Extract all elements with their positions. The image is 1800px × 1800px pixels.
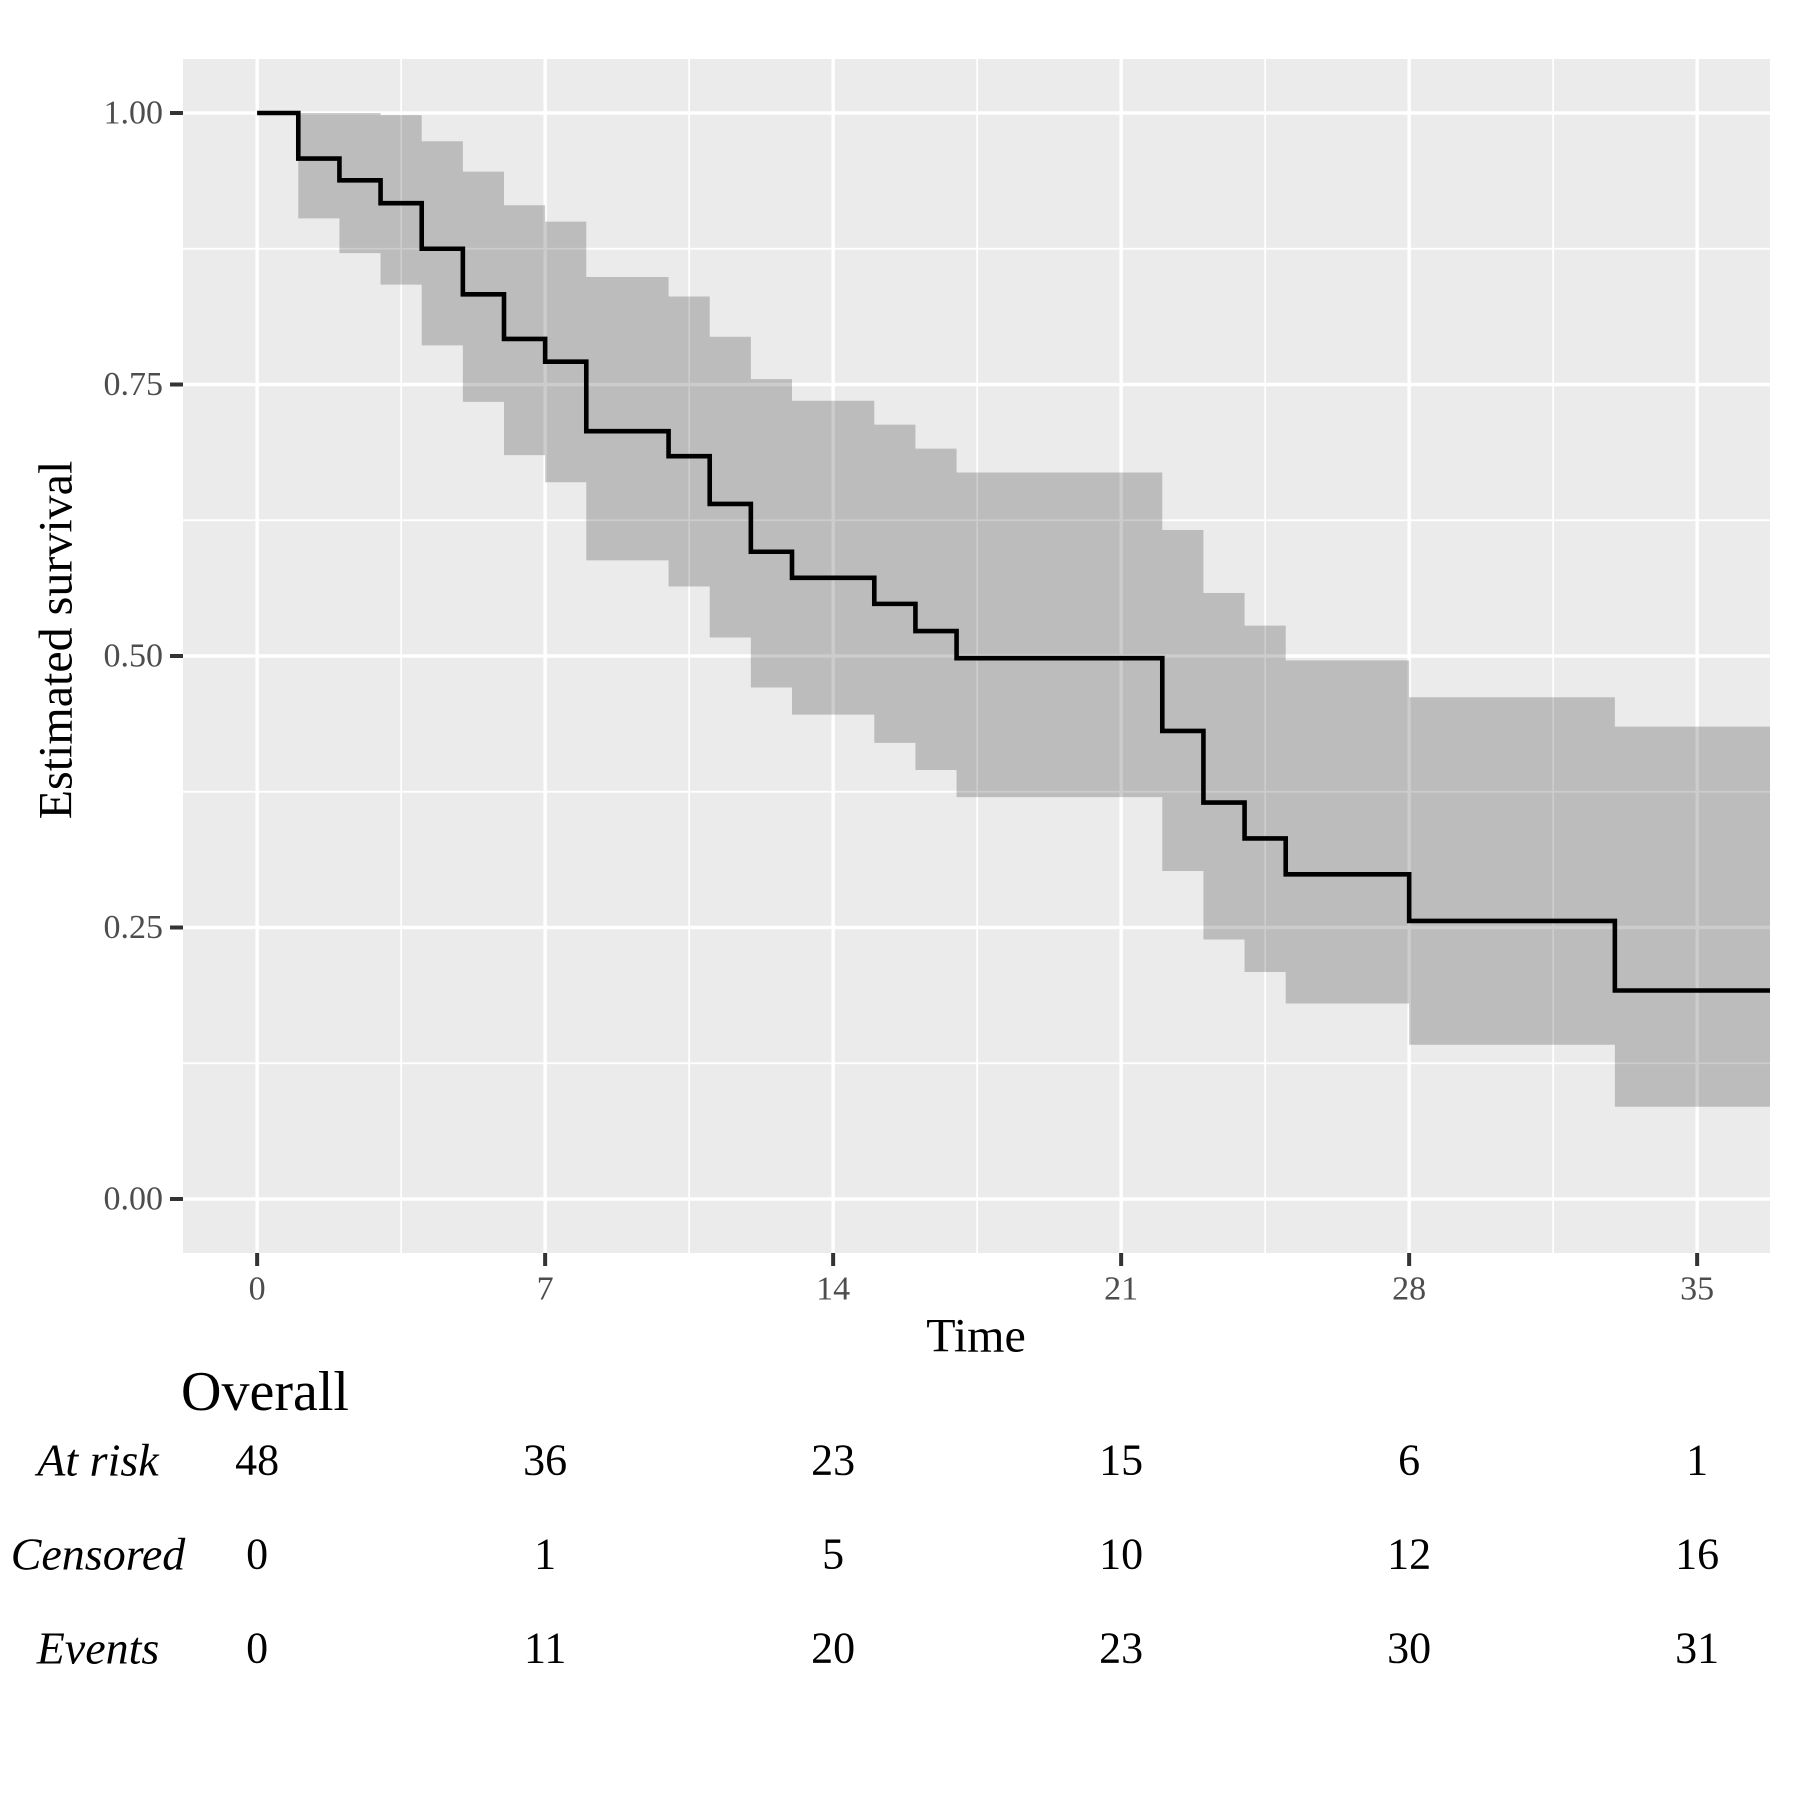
confidence-band bbox=[298, 113, 1771, 1107]
y-axis-title: Estimated survival bbox=[30, 461, 83, 820]
survival-curve bbox=[257, 110, 1770, 993]
risk-value: 15 bbox=[1099, 1436, 1143, 1485]
risk-value: 16 bbox=[1675, 1530, 1719, 1579]
x-tick-label: 21 bbox=[1104, 1271, 1138, 1308]
y-tick-labels: 0.00 0.25 0.50 0.75 1.00 bbox=[104, 95, 164, 1218]
x-tick-label: 35 bbox=[1680, 1271, 1714, 1308]
x-axis-title: Time bbox=[926, 1310, 1026, 1363]
risk-value: 23 bbox=[811, 1436, 855, 1485]
risk-value: 12 bbox=[1387, 1530, 1431, 1579]
risk-value: 0 bbox=[246, 1624, 268, 1673]
risk-value: 1 bbox=[1686, 1436, 1708, 1485]
risk-value: 31 bbox=[1675, 1624, 1719, 1673]
y-tick-label: 0.75 bbox=[104, 366, 164, 403]
risk-table-row-label-events: Events bbox=[36, 1623, 160, 1674]
x-tick-label: 28 bbox=[1392, 1271, 1426, 1308]
risk-table-row-label-at-risk: At risk bbox=[34, 1435, 160, 1486]
risk-value: 6 bbox=[1398, 1436, 1420, 1485]
risk-value: 30 bbox=[1387, 1624, 1431, 1673]
x-tick-label: 14 bbox=[816, 1271, 850, 1308]
axis-tick-marks bbox=[170, 111, 1700, 1266]
y-tick-label: 0.50 bbox=[104, 638, 164, 675]
risk-table-title: Overall bbox=[181, 1361, 349, 1423]
risk-value: 20 bbox=[811, 1624, 855, 1673]
risk-table-row-label-censored: Censored bbox=[11, 1529, 187, 1580]
risk-value: 0 bbox=[246, 1530, 268, 1579]
risk-value: 10 bbox=[1099, 1530, 1143, 1579]
y-tick-label: 1.00 bbox=[104, 95, 164, 132]
x-tick-label: 0 bbox=[249, 1271, 266, 1308]
y-tick-label: 0.00 bbox=[104, 1181, 164, 1218]
risk-value: 36 bbox=[523, 1436, 567, 1485]
risk-value: 5 bbox=[822, 1530, 844, 1579]
risk-value: 48 bbox=[235, 1436, 279, 1485]
risk-value: 11 bbox=[524, 1624, 566, 1673]
risk-table: Overall At risk Censored Events 48 36 23 15… bbox=[11, 1361, 1719, 1674]
gridlines-major bbox=[183, 59, 1770, 1253]
y-tick-label: 0.25 bbox=[104, 909, 164, 946]
x-tick-label: 7 bbox=[537, 1271, 554, 1308]
risk-table-values: 48 36 23 15 6 10 1 5 10 12 160 11 20 23 30 31 bbox=[235, 1436, 1719, 1673]
x-tick-labels: 0 7 14 21 28 35 bbox=[249, 1271, 1715, 1308]
risk-value: 23 bbox=[1099, 1624, 1143, 1673]
risk-value: 1 bbox=[534, 1530, 556, 1579]
